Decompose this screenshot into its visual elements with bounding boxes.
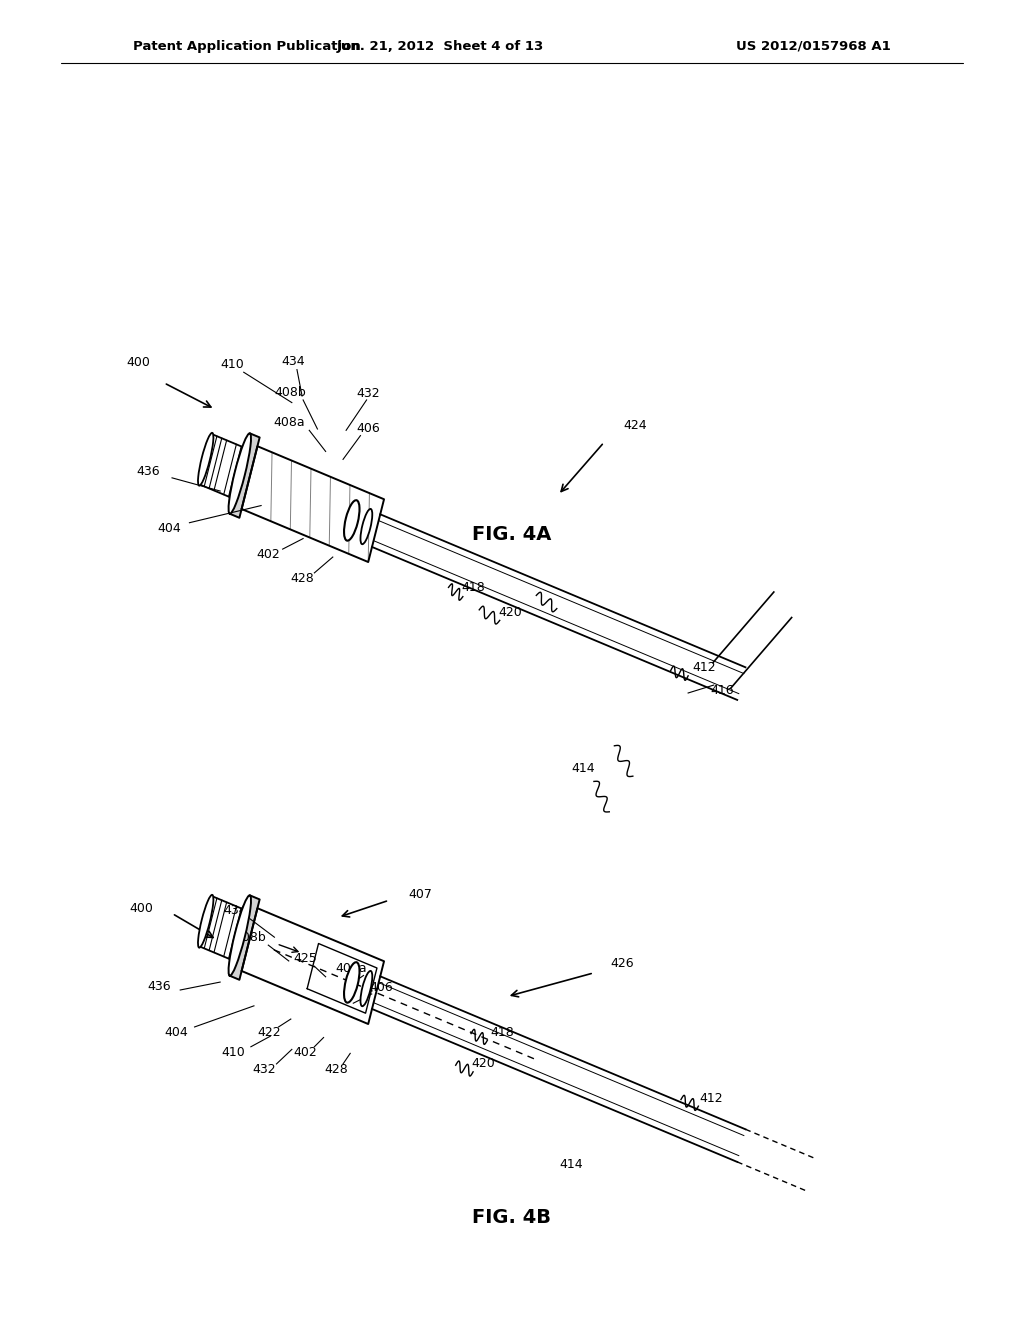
- Polygon shape: [307, 944, 377, 1014]
- Polygon shape: [200, 896, 246, 961]
- Text: 425: 425: [293, 952, 317, 965]
- Text: 412: 412: [692, 661, 717, 675]
- Text: 406: 406: [369, 981, 393, 994]
- Ellipse shape: [228, 895, 251, 975]
- Text: 432: 432: [252, 1063, 276, 1076]
- Ellipse shape: [360, 510, 373, 544]
- Text: 434: 434: [281, 355, 305, 368]
- Text: 402: 402: [293, 1045, 317, 1059]
- Text: 412: 412: [699, 1092, 724, 1105]
- Text: 434: 434: [223, 904, 248, 917]
- Text: 400: 400: [129, 902, 154, 915]
- Ellipse shape: [198, 433, 213, 486]
- Text: 408b: 408b: [273, 385, 306, 399]
- Polygon shape: [242, 908, 384, 1024]
- Text: 420: 420: [471, 1057, 496, 1071]
- Text: 414: 414: [559, 1158, 584, 1171]
- Ellipse shape: [228, 433, 251, 513]
- Text: 418: 418: [489, 1026, 514, 1039]
- Text: Jun. 21, 2012  Sheet 4 of 13: Jun. 21, 2012 Sheet 4 of 13: [337, 40, 544, 53]
- Text: 426: 426: [610, 957, 635, 970]
- Text: 408a: 408a: [336, 962, 367, 975]
- Text: FIG. 4A: FIG. 4A: [472, 525, 552, 544]
- Text: 418: 418: [461, 581, 485, 594]
- Ellipse shape: [344, 500, 359, 541]
- Polygon shape: [229, 433, 260, 517]
- Text: 404: 404: [157, 521, 181, 535]
- Polygon shape: [229, 895, 260, 979]
- Text: 432: 432: [356, 387, 381, 400]
- Text: 436: 436: [136, 465, 161, 478]
- Text: 436: 436: [146, 979, 171, 993]
- Ellipse shape: [198, 895, 213, 948]
- Text: 408a: 408a: [273, 416, 304, 429]
- Text: US 2012/0157968 A1: US 2012/0157968 A1: [736, 40, 891, 53]
- Text: 408b: 408b: [233, 931, 266, 944]
- Text: 424: 424: [623, 418, 647, 432]
- Text: 400: 400: [126, 356, 151, 370]
- Text: 428: 428: [324, 1063, 348, 1076]
- Text: 404: 404: [164, 1026, 188, 1039]
- Text: Patent Application Publication: Patent Application Publication: [133, 40, 360, 53]
- Polygon shape: [200, 434, 246, 499]
- Ellipse shape: [344, 962, 359, 1003]
- Text: 422: 422: [257, 1026, 282, 1039]
- Text: 410: 410: [221, 1045, 246, 1059]
- Text: 402: 402: [256, 548, 281, 561]
- Text: 410: 410: [220, 358, 245, 371]
- Text: 414: 414: [571, 762, 596, 775]
- Ellipse shape: [360, 972, 373, 1006]
- Text: 416: 416: [710, 684, 734, 697]
- Text: FIG. 4B: FIG. 4B: [472, 1208, 552, 1226]
- Text: 428: 428: [290, 572, 314, 585]
- Polygon shape: [242, 446, 384, 562]
- Text: 420: 420: [498, 606, 522, 619]
- Text: 407: 407: [408, 888, 432, 902]
- Text: 406: 406: [356, 422, 381, 436]
